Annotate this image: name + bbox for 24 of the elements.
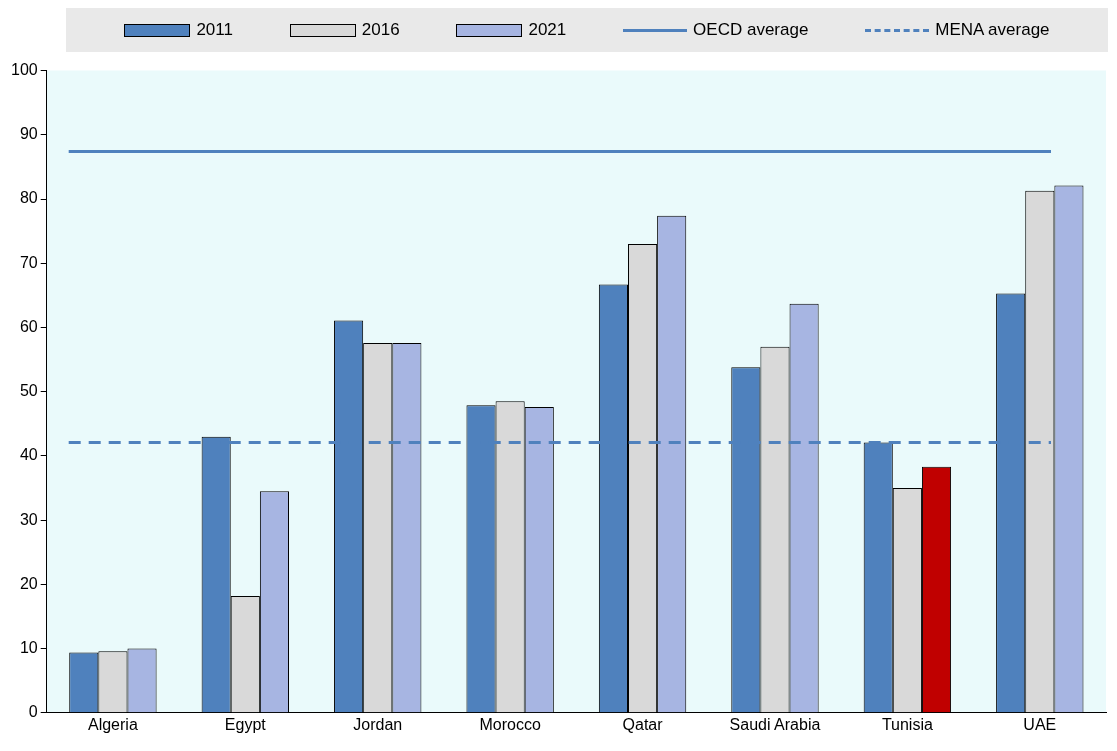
y-tick-label: 90 (19, 125, 38, 143)
y-tick-label: 40 (19, 446, 38, 464)
legend-label: OECD average (693, 20, 809, 40)
y-tick-label: 80 (19, 189, 38, 207)
x-tick-label: Egypt (224, 715, 267, 733)
x-tick-label: Jordan (353, 715, 403, 733)
x-tick-label: Morocco (479, 715, 541, 733)
legend-label: MENA average (935, 20, 1050, 40)
y-tick-label: 10 (19, 638, 38, 656)
y-tick-label: 100 (10, 61, 38, 79)
x-tick-label: Saudi Arabia (729, 715, 821, 733)
y-tick-label: 20 (19, 574, 38, 592)
x-tick-label: Qatar (622, 715, 664, 733)
legend-label: 2016 (361, 20, 400, 40)
y-tick-label: 60 (19, 317, 38, 335)
y-tick-label: 30 (19, 510, 38, 528)
x-tick-label: Algeria (88, 715, 138, 733)
x-tick-label: Tunisia (881, 715, 933, 733)
legend-label: 2011 (196, 20, 233, 40)
x-tick-label: UAE (1023, 715, 1057, 733)
y-tick-label: 0 (28, 703, 38, 721)
y-tick-label: 50 (19, 382, 38, 400)
legend-label: 2021 (528, 20, 567, 40)
y-tick-label: 70 (19, 253, 38, 271)
